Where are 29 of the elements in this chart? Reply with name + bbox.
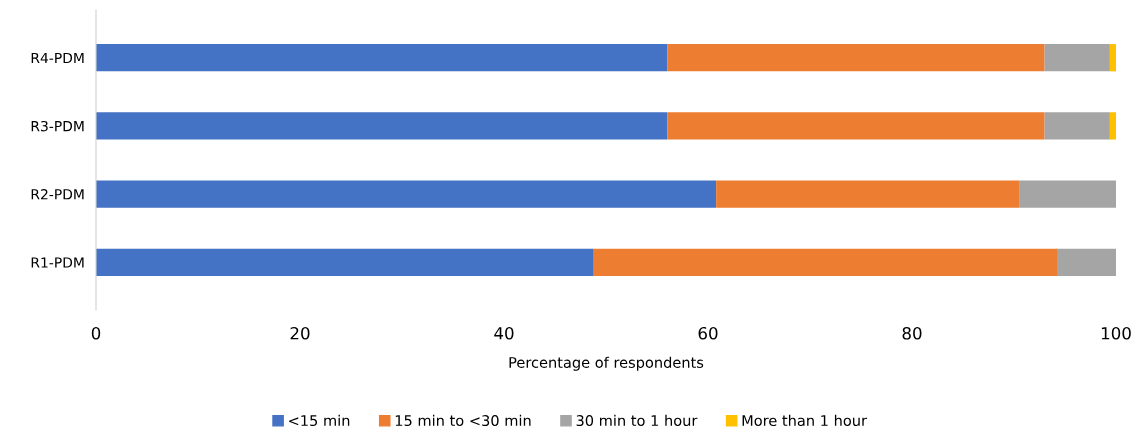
x-tick-label: 40: [494, 326, 514, 340]
y-tick-label: R4-PDM: [31, 52, 84, 63]
bar: [1044, 112, 1110, 140]
bar: [1109, 112, 1116, 140]
legend-label: <15 min: [289, 414, 350, 427]
legend-label: 30 min to 1 hour: [576, 414, 698, 427]
bar: [96, 44, 668, 72]
bar: [96, 180, 717, 208]
bar: [593, 248, 1058, 276]
legend-label: More than 1 hour: [742, 414, 868, 427]
y-tick-label: R3-PDM: [31, 120, 84, 132]
x-tick-label: 80: [902, 326, 922, 340]
bar: [1044, 44, 1110, 72]
bar: [96, 248, 594, 276]
y-tick-label: R2-PDM: [31, 189, 84, 200]
bar: [96, 112, 668, 140]
x-tick-label: 0: [91, 326, 101, 340]
bar: [667, 112, 1045, 140]
x-tick-label: 100: [1101, 326, 1131, 340]
y-tick-label: R1-PDM: [31, 257, 84, 268]
bar: [1057, 248, 1116, 276]
bar: [667, 44, 1045, 72]
x-tick-label: 60: [698, 326, 718, 340]
x-tick-label: 20: [290, 326, 310, 340]
legend-label: 15 min to <30 min: [395, 414, 531, 427]
bar: [1109, 44, 1116, 72]
bar: [1019, 180, 1116, 208]
x-axis-title: Percentage of respondents: [509, 356, 704, 371]
bar: [716, 180, 1020, 208]
